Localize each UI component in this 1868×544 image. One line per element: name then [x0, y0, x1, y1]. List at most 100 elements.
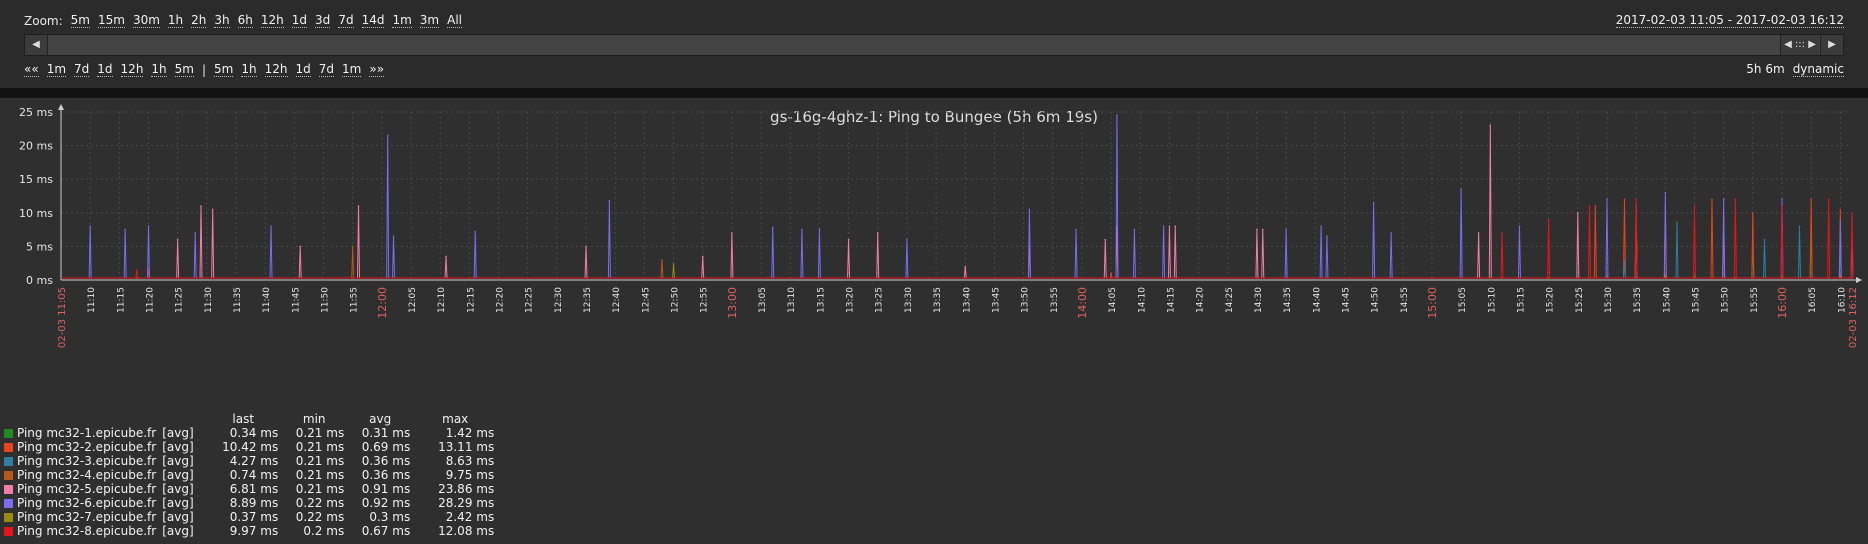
nav-forward-1h[interactable]: 1h: [241, 62, 257, 77]
data-point: [847, 238, 850, 241]
data-point: [1810, 232, 1812, 234]
zoom-15m[interactable]: 15m: [97, 13, 125, 28]
data-point: [1664, 191, 1667, 194]
data-point: [1606, 275, 1608, 277]
x-tick-label: 13:45: [991, 287, 1001, 313]
data-point: [136, 269, 138, 271]
zoom-1d[interactable]: 1d: [291, 13, 308, 28]
data-point: [1798, 225, 1801, 228]
x-tick-label: 14:20: [1196, 287, 1206, 313]
data-point: [351, 245, 354, 248]
nav-back-5m[interactable]: 5m: [174, 62, 194, 77]
legend-swatch: [4, 485, 13, 494]
scroll-right-icon[interactable]: ▶: [1820, 35, 1843, 55]
data-point: [1781, 205, 1783, 207]
zoom-All[interactable]: All: [447, 13, 463, 28]
legend-avg: 0.69 ms: [361, 440, 411, 454]
ping-chart[interactable]: 0 ms 5 ms 10 ms 15 ms 20 ms 25 ms 11:10 11:15 11…: [0, 98, 1868, 544]
zoom-3m[interactable]: 3m: [419, 13, 440, 28]
legend-min: 0.22 ms: [295, 496, 345, 510]
nav-forward-7d[interactable]: 7d: [318, 62, 335, 77]
zoom-6h[interactable]: 6h: [237, 13, 253, 28]
data-point: [1635, 198, 1637, 201]
zoom-2h[interactable]: 2h: [191, 13, 207, 28]
legend-min: 0.21 ms: [295, 454, 345, 468]
nav-back-12h[interactable]: 12h: [120, 62, 144, 77]
zoom-5m[interactable]: 5m: [70, 13, 90, 28]
scroll-thumb[interactable]: ◀ ::: ▶: [1780, 35, 1819, 55]
data-point: [1261, 228, 1264, 231]
nav-back-1h[interactable]: 1h: [151, 62, 167, 77]
nav-back-7d[interactable]: 7d: [74, 62, 90, 77]
data-point: [1781, 274, 1783, 277]
legend-series-name: Ping mc32-8.epicube.fr: [17, 524, 157, 538]
x-tick-label: 15:20: [1546, 287, 1556, 313]
nav-back-1m[interactable]: 1m: [46, 62, 67, 77]
data-point: [445, 255, 447, 258]
data-point: [1028, 208, 1031, 211]
scroll-left-icon[interactable]: ◀: [25, 35, 48, 55]
x-tick-label: 12:25: [525, 287, 535, 313]
period-display[interactable]: 2017-02-03 11:05 - 2017-02-03 16:12: [1615, 13, 1844, 28]
data-point: [1839, 209, 1842, 211]
legend-swatch: [4, 457, 13, 466]
legend-tag: [avg]: [162, 524, 194, 538]
data-point: [1477, 232, 1480, 234]
nav-forward-12h[interactable]: 12h: [264, 62, 288, 77]
x-tick-label: 16:10: [1837, 287, 1847, 313]
data-point: [1320, 225, 1322, 228]
nav-forward-5m[interactable]: 5m: [214, 62, 234, 77]
x-tick-label: 12:50: [671, 287, 681, 313]
data-point: [906, 238, 908, 241]
data-point: [1489, 124, 1492, 127]
legend-tag: [avg]: [162, 510, 194, 524]
zoom-12h[interactable]: 12h: [260, 13, 284, 28]
legend-avg: 0.36 ms: [361, 454, 411, 468]
legend-row: Ping mc32-1.epicube.fr [avg] 0.34 ms 0.21 m…: [4, 426, 500, 440]
legend-last: 9.97 ms: [229, 524, 279, 538]
data-point: [1810, 198, 1812, 201]
legend-series-name: Ping mc32-3.epicube.fr: [17, 454, 157, 468]
legend-row: Ping mc32-2.epicube.fr [avg] 10.42 ms 0.21 …: [4, 440, 500, 454]
zoom-3d[interactable]: 3d: [315, 13, 331, 28]
zoom-7d[interactable]: 7d: [338, 13, 354, 28]
data-point: [1734, 198, 1737, 201]
x-end-label: 02-03 16:12: [1848, 287, 1859, 348]
data-point: [474, 230, 477, 233]
nav-back-1d[interactable]: 1d: [97, 62, 113, 77]
data-point: [386, 134, 389, 137]
x-tick-label: 13:15: [816, 287, 826, 313]
zoom-3h[interactable]: 3h: [214, 13, 230, 28]
data-point: [1372, 201, 1375, 204]
nav-forward-1d[interactable]: 1d: [295, 62, 311, 77]
x-tick-label: 12:55: [700, 287, 710, 313]
data-point: [1594, 205, 1597, 207]
zoom-1m[interactable]: 1m: [392, 13, 412, 28]
nav-forward-fast[interactable]: »»: [369, 62, 385, 77]
data-point: [1390, 232, 1392, 234]
x-tick-label: 12:20: [496, 287, 506, 313]
data-point: [1827, 198, 1830, 201]
x-tick-label: 13:55: [1050, 287, 1060, 313]
zoom-14d[interactable]: 14d: [361, 13, 385, 28]
dynamic-toggle[interactable]: dynamic: [1792, 62, 1844, 77]
zoom-30m[interactable]: 30m: [132, 13, 160, 28]
time-scroller[interactable]: ◀ ◀ ::: ▶ ▶: [24, 34, 1844, 56]
data-point: [1174, 225, 1177, 228]
x-tick-label: 12:15: [466, 287, 476, 313]
legend-swatch: [4, 513, 13, 522]
nav-back-fast[interactable]: ««: [24, 62, 39, 77]
legend-max: 1.42 ms: [445, 426, 495, 440]
zoom-1h[interactable]: 1h: [167, 13, 184, 28]
x-tick-label: 12:05: [408, 287, 418, 313]
legend-swatch: [4, 499, 13, 508]
legend-tag: [avg]: [162, 454, 194, 468]
legend-swatch: [4, 429, 13, 438]
y-tick-label: 0 ms: [26, 274, 53, 287]
x-tick-label: 11:50: [321, 287, 331, 313]
nav-forward-1m[interactable]: 1m: [342, 62, 362, 77]
series-2: [61, 198, 1852, 279]
data-point: [1256, 228, 1258, 231]
x-tick-label: 12:35: [583, 287, 593, 313]
legend-header-min: min: [302, 412, 326, 426]
